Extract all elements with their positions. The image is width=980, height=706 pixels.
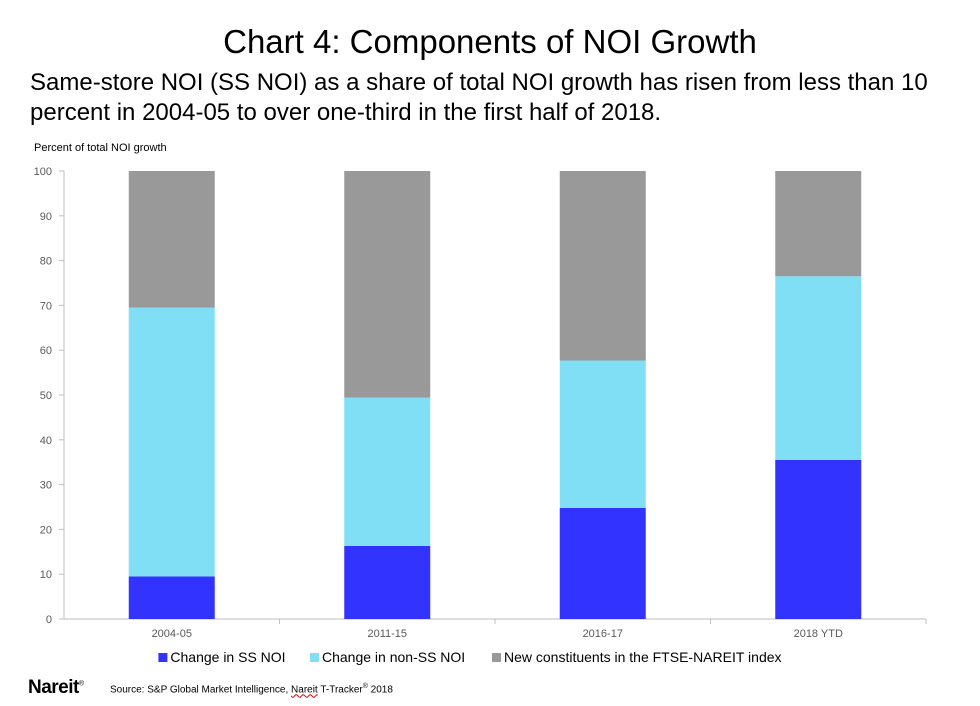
- bar-segment-2-4: [775, 276, 862, 460]
- bar-segment-1-1: [128, 576, 215, 619]
- x-tick-label: 2011-15: [367, 628, 407, 640]
- bar-segment-1-4: [775, 459, 862, 619]
- bar-segment-2-3: [559, 360, 646, 508]
- legend: Change in SS NOI Change in non-SS NOI New …: [158, 649, 782, 665]
- legend-swatch-3: [492, 653, 501, 662]
- chart-subtitle: Same-store NOI (SS NOI) as a share of to…: [30, 69, 928, 126]
- y-tick-label: 60: [40, 345, 52, 357]
- legend-swatch-1: [158, 653, 168, 662]
- bar-segment-2-2: [344, 397, 431, 546]
- y-tick-label: 0: [46, 614, 52, 626]
- y-tick-label: 10: [40, 569, 52, 581]
- y-tick-label: 90: [40, 211, 52, 223]
- legend-label-3: New constituents in the FTSE-NAREIT inde…: [504, 649, 782, 665]
- x-tick-label: 2004-05: [152, 628, 192, 640]
- y-tick-label: 50: [40, 390, 52, 402]
- y-tick-label: 100: [34, 166, 52, 178]
- legend-swatch-2: [310, 653, 319, 662]
- nareit-logo: Nareit®: [28, 677, 84, 698]
- bar-segment-3-4: [775, 171, 862, 277]
- legend-label-2: Change in non-SS NOI: [322, 649, 465, 665]
- y-tick-label: 70: [40, 300, 52, 312]
- bar-segment-1-2: [344, 545, 431, 619]
- chart-title: Chart 4: Components of NOI Growth: [223, 23, 757, 60]
- y-tick-label: 20: [40, 524, 52, 536]
- bars: [128, 171, 862, 619]
- x-tick-labels: 2004-05 2011-15 2016-17 2018 YTD: [152, 628, 843, 640]
- x-tick-label: 2016-17: [583, 628, 623, 640]
- x-tick-label: 2018 YTD: [794, 628, 843, 640]
- bar-segment-2-1: [128, 307, 215, 577]
- y-tick-label: 80: [40, 256, 52, 268]
- y-axis-label: Percent of total NOI growth: [34, 142, 167, 154]
- bar-segment-3-1: [128, 171, 215, 308]
- bar-segment-3-2: [344, 171, 431, 398]
- bar-segment-1-3: [559, 507, 646, 619]
- legend-label-1: Change in SS NOI: [170, 649, 285, 665]
- source-note: Source: S&P Global Market Intelligence, …: [110, 683, 393, 696]
- y-tick-label: 30: [40, 480, 52, 492]
- y-tick-label: 40: [40, 435, 52, 447]
- bar-segment-3-3: [559, 171, 646, 361]
